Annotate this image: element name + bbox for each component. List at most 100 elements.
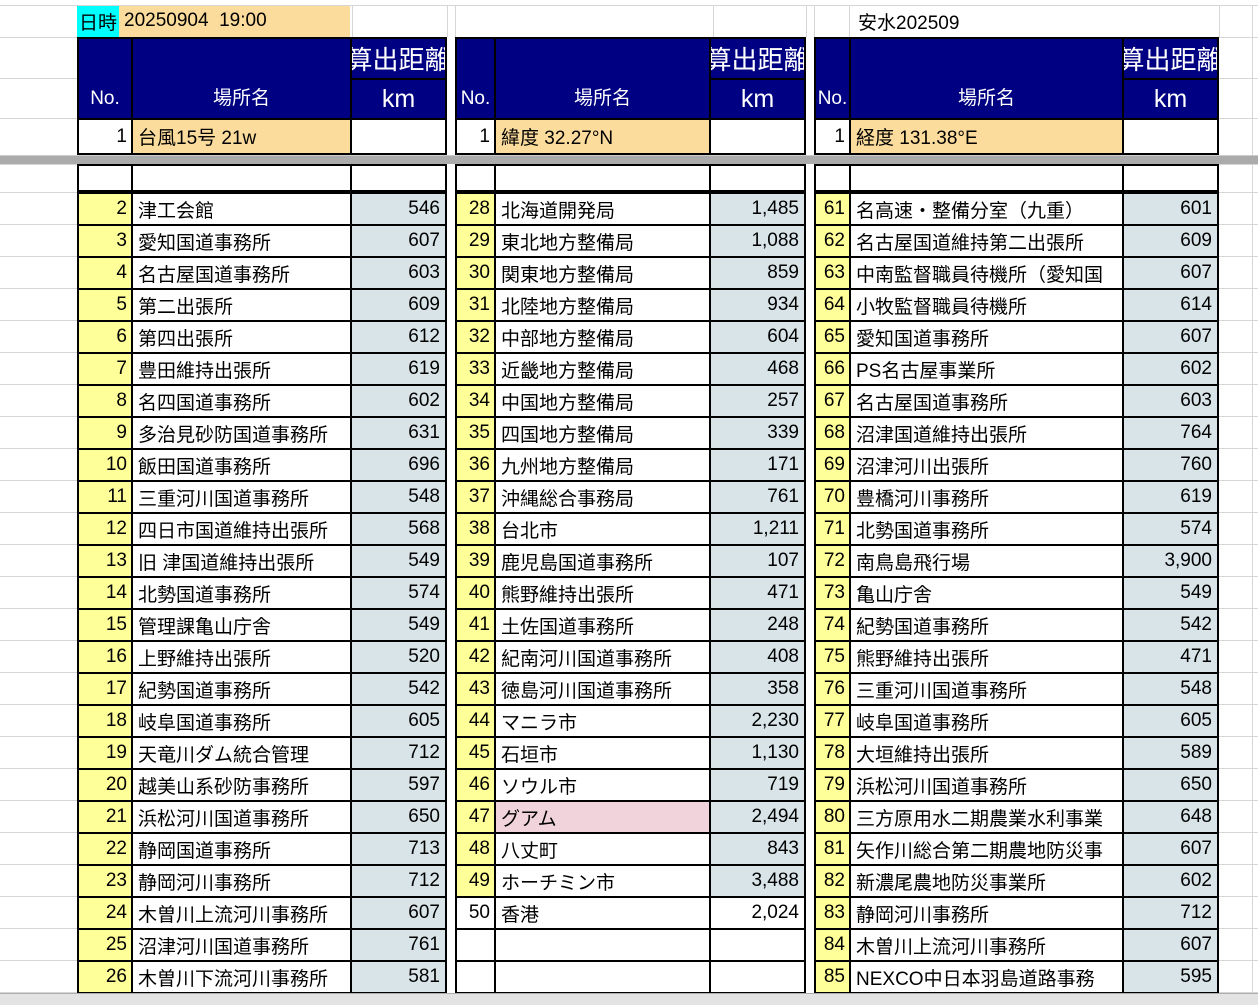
place-cell[interactable]: 四日市国道維持出張所 <box>133 514 350 544</box>
no-cell[interactable]: 33 <box>457 354 494 384</box>
datetime-label-cell[interactable]: 日時 <box>77 5 119 37</box>
no-cell[interactable]: 24 <box>79 898 131 928</box>
place-cell[interactable]: 東北地方整備局 <box>496 226 709 256</box>
no-cell[interactable]: 64 <box>816 290 849 320</box>
no-cell[interactable]: 9 <box>79 418 131 448</box>
place-cell[interactable]: 熊野維持出張所 <box>851 642 1122 672</box>
distance-cell[interactable]: 761 <box>352 930 445 960</box>
distance-cell[interactable]: 602 <box>352 386 445 416</box>
no-cell[interactable]: 44 <box>457 706 494 736</box>
distance-cell[interactable]: 2,230 <box>711 706 804 736</box>
empty-cell[interactable] <box>133 166 350 190</box>
no-cell[interactable]: 83 <box>816 898 849 928</box>
distance-cell[interactable]: 605 <box>352 706 445 736</box>
col-header-place[interactable]: 場所名 <box>496 39 709 118</box>
distance-cell[interactable]: 358 <box>711 674 804 704</box>
no-cell[interactable]: 77 <box>816 706 849 736</box>
col-header-no[interactable]: No. <box>79 39 131 118</box>
distance-cell[interactable] <box>1124 120 1217 153</box>
place-cell[interactable]: 木曽川上流河川事務所 <box>851 930 1122 960</box>
no-cell[interactable] <box>457 962 494 992</box>
distance-cell[interactable]: 542 <box>1124 610 1217 640</box>
place-cell[interactable]: 三方原用水二期農業水利事業 <box>851 802 1122 832</box>
place-cell[interactable]: 小牧監督職員待機所 <box>851 290 1122 320</box>
distance-cell[interactable]: 574 <box>352 578 445 608</box>
place-cell[interactable] <box>496 962 709 992</box>
place-cell[interactable]: 沼津国道維持出張所 <box>851 418 1122 448</box>
no-cell[interactable]: 20 <box>79 770 131 800</box>
no-cell[interactable]: 30 <box>457 258 494 288</box>
distance-cell[interactable]: 603 <box>352 258 445 288</box>
place-cell[interactable]: 管理課亀山庁舎 <box>133 610 350 640</box>
distance-cell[interactable]: 934 <box>711 290 804 320</box>
col-header-distance[interactable]: 算出距離 <box>1124 39 1217 78</box>
distance-cell[interactable]: 471 <box>711 578 804 608</box>
no-cell[interactable]: 13 <box>79 546 131 576</box>
no-cell[interactable]: 26 <box>79 962 131 992</box>
distance-cell[interactable]: 408 <box>711 642 804 672</box>
no-cell[interactable]: 78 <box>816 738 849 768</box>
place-cell[interactable]: 多治見砂防国道事務所 <box>133 418 350 448</box>
no-cell[interactable]: 18 <box>79 706 131 736</box>
place-cell[interactable] <box>496 930 709 960</box>
distance-cell[interactable]: 520 <box>352 642 445 672</box>
distance-cell[interactable]: 589 <box>1124 738 1217 768</box>
empty-cell[interactable] <box>496 166 709 190</box>
col-header-unit[interactable]: km <box>1124 80 1217 118</box>
place-cell[interactable]: 飯田国道事務所 <box>133 450 350 480</box>
distance-cell[interactable]: 607 <box>1124 322 1217 352</box>
no-cell[interactable] <box>457 930 494 960</box>
place-cell[interactable]: 土佐国道事務所 <box>496 610 709 640</box>
place-cell[interactable]: 上野維持出張所 <box>133 642 350 672</box>
place-cell[interactable]: 四国地方整備局 <box>496 418 709 448</box>
no-cell[interactable]: 62 <box>816 226 849 256</box>
no-cell[interactable]: 66 <box>816 354 849 384</box>
place-cell[interactable]: 紀勢国道事務所 <box>133 674 350 704</box>
place-cell[interactable]: 豊田維持出張所 <box>133 354 350 384</box>
distance-cell[interactable] <box>711 120 804 153</box>
no-cell[interactable]: 8 <box>79 386 131 416</box>
no-cell[interactable]: 50 <box>457 898 494 928</box>
distance-cell[interactable]: 605 <box>1124 706 1217 736</box>
no-cell[interactable]: 36 <box>457 450 494 480</box>
no-cell[interactable]: 37 <box>457 482 494 512</box>
no-cell[interactable]: 82 <box>816 866 849 896</box>
distance-cell[interactable]: 468 <box>711 354 804 384</box>
datetime-value-cell[interactable]: 20250904 19:00 <box>119 5 350 37</box>
place-cell[interactable]: 静岡国道事務所 <box>133 834 350 864</box>
distance-cell[interactable]: 712 <box>1124 898 1217 928</box>
no-cell[interactable]: 5 <box>79 290 131 320</box>
no-cell[interactable]: 43 <box>457 674 494 704</box>
place-cell[interactable]: 静岡河川事務所 <box>133 866 350 896</box>
no-cell[interactable]: 14 <box>79 578 131 608</box>
distance-cell[interactable]: 603 <box>1124 386 1217 416</box>
distance-cell[interactable]: 631 <box>352 418 445 448</box>
distance-cell[interactable]: 597 <box>352 770 445 800</box>
no-cell[interactable]: 2 <box>79 194 131 224</box>
place-cell[interactable]: 鹿児島国道事務所 <box>496 546 709 576</box>
place-cell[interactable]: 新濃尾農地防災事業所 <box>851 866 1122 896</box>
no-cell[interactable]: 7 <box>79 354 131 384</box>
place-cell[interactable]: 沼津河川国道事務所 <box>133 930 350 960</box>
no-cell[interactable]: 6 <box>79 322 131 352</box>
distance-cell[interactable]: 549 <box>352 610 445 640</box>
place-cell[interactable]: 愛知国道事務所 <box>851 322 1122 352</box>
distance-cell[interactable]: 650 <box>1124 770 1217 800</box>
distance-cell[interactable]: 612 <box>352 322 445 352</box>
no-cell[interactable]: 35 <box>457 418 494 448</box>
no-cell[interactable]: 45 <box>457 738 494 768</box>
place-cell[interactable]: 愛知国道事務所 <box>133 226 350 256</box>
place-cell[interactable]: 矢作川総合第二期農地防災事 <box>851 834 1122 864</box>
no-cell[interactable]: 75 <box>816 642 849 672</box>
distance-cell[interactable]: 595 <box>1124 962 1217 992</box>
place-cell[interactable]: 香港 <box>496 898 709 928</box>
no-cell[interactable]: 69 <box>816 450 849 480</box>
place-cell[interactable]: 木曽川上流河川事務所 <box>133 898 350 928</box>
no-cell[interactable]: 16 <box>79 642 131 672</box>
place-cell[interactable]: 北勢国道事務所 <box>851 514 1122 544</box>
place-cell[interactable]: 浜松河川国道事務所 <box>851 770 1122 800</box>
empty-cell[interactable] <box>816 166 849 190</box>
place-cell[interactable]: マニラ市 <box>496 706 709 736</box>
place-cell[interactable]: 紀勢国道事務所 <box>851 610 1122 640</box>
place-cell[interactable]: 中国地方整備局 <box>496 386 709 416</box>
